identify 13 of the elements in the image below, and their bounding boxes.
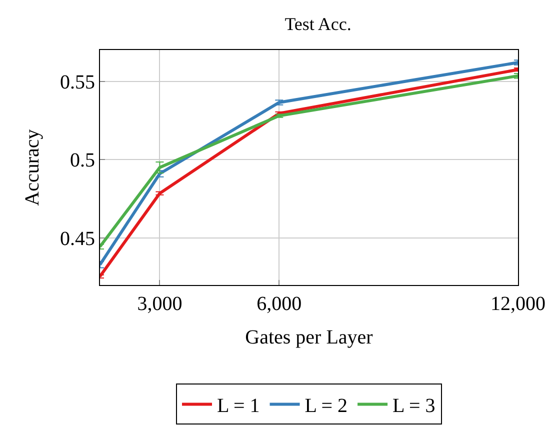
y-tick-label: 0.45 [60,228,95,250]
y-axis-title: Accuracy [22,129,44,206]
y-tick-label: 0.55 [60,71,95,94]
x-tick-label: 12,000 [490,293,546,315]
line-series [100,74,518,248]
x-tick-label: 3,000 [137,293,182,315]
x-axis-title: Gates per Layer [245,326,374,348]
y-tick-label: 0.5 [70,150,95,172]
legend-label: L = 3 [392,395,436,417]
legend-label: L = 1 [217,395,260,417]
x-tick-label: 6,000 [256,293,302,315]
legend-label: L = 2 [304,395,348,417]
chart-title: Test Acc. [284,14,352,34]
